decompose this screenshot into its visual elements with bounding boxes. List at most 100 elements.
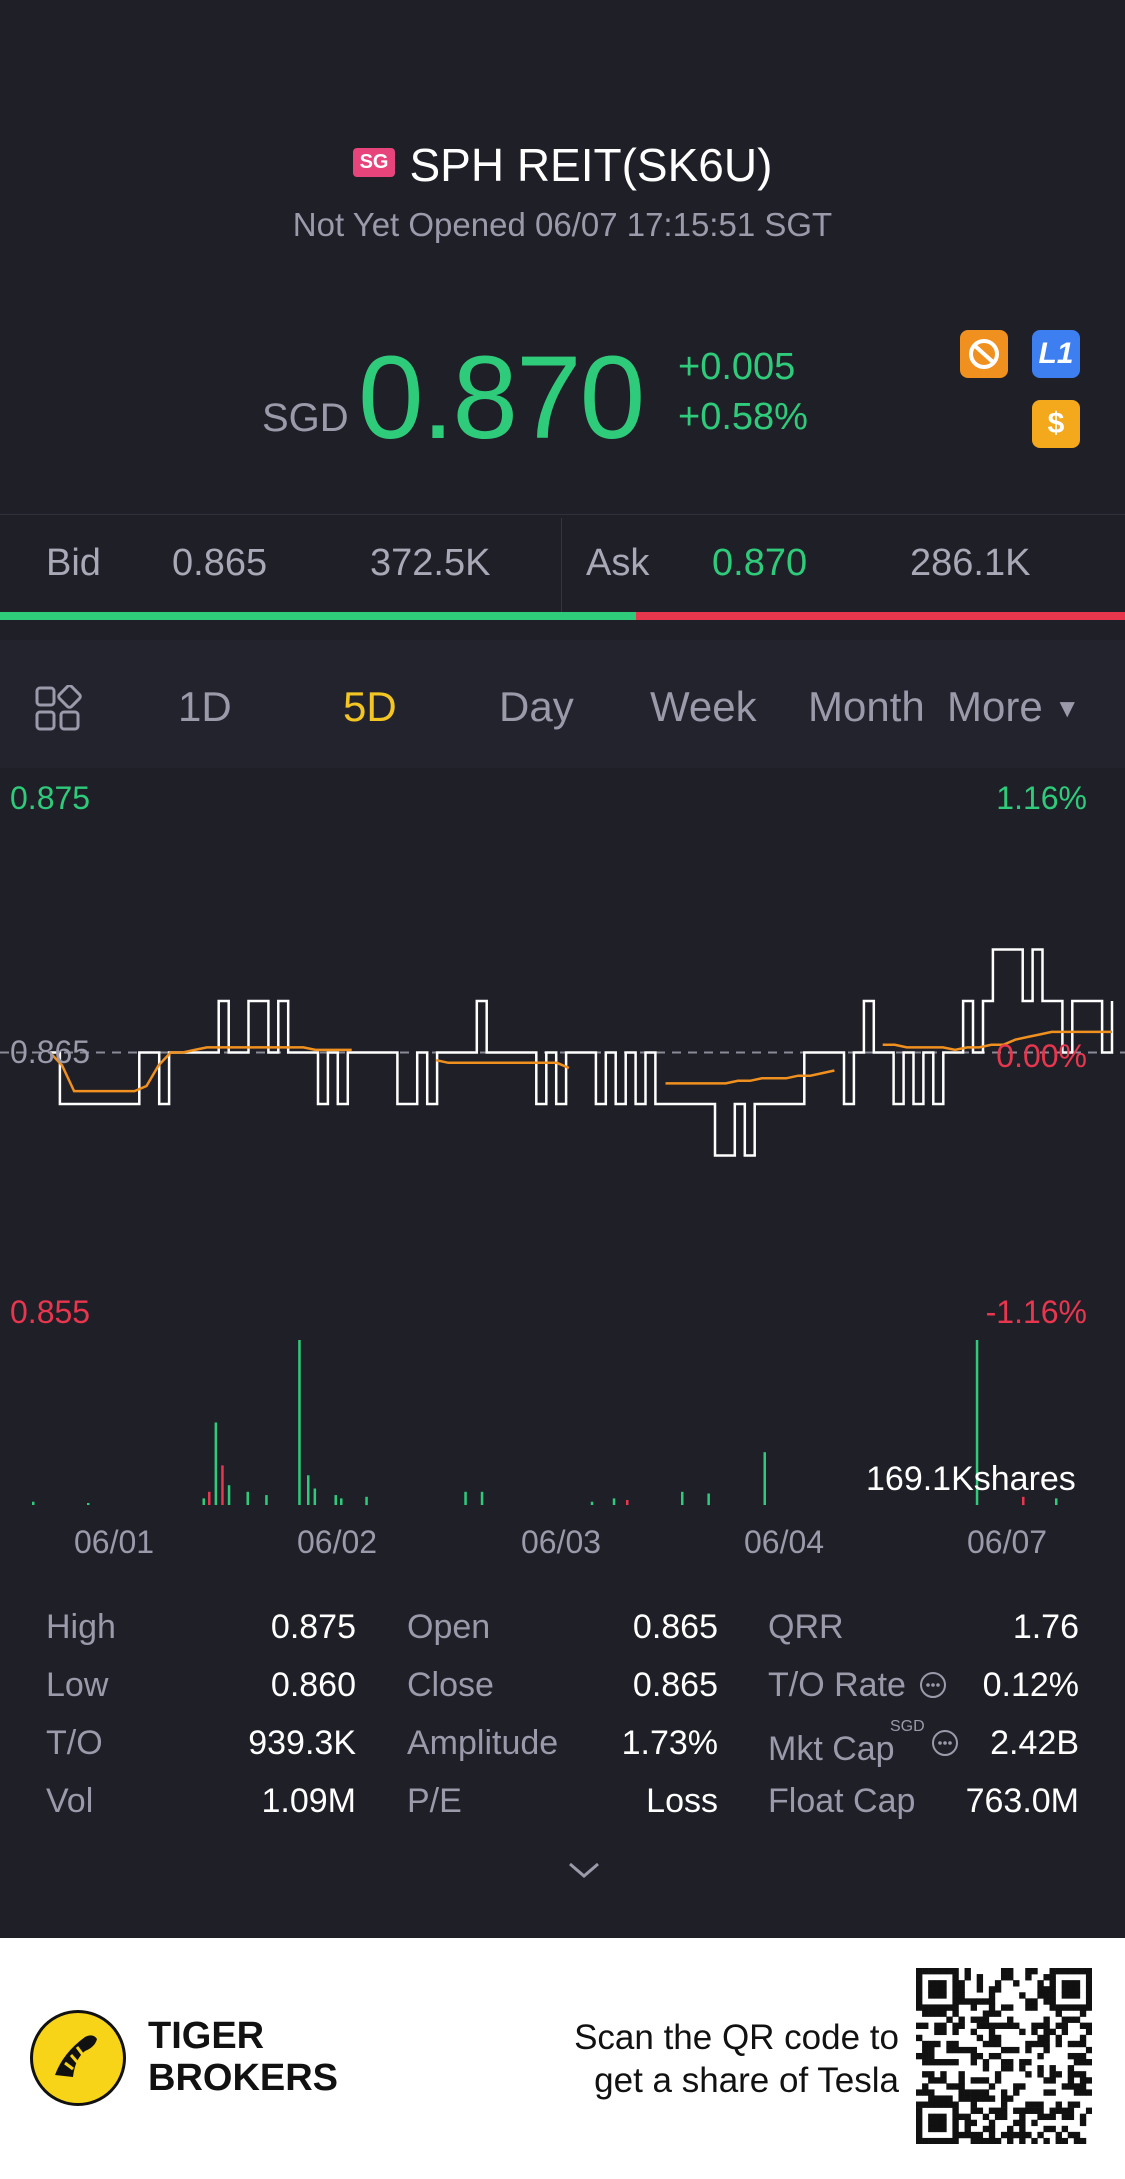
qr-module	[928, 2095, 935, 2102]
stat-value-turnover: 939.3K	[248, 1724, 356, 1762]
volume-bar	[975, 1340, 979, 1505]
ask-size: 286.1K	[910, 542, 1031, 584]
qr-module	[988, 2107, 996, 2114]
qr-module	[1079, 2083, 1087, 2090]
qr-module	[970, 2028, 977, 2036]
qr-module	[970, 2101, 977, 2108]
qr-module	[1043, 1998, 1050, 2005]
qr-module	[1007, 2125, 1014, 2133]
qr-module	[1067, 2107, 1075, 2114]
mkt-cap-info-icon[interactable]	[930, 1728, 960, 1763]
qr-module	[1019, 2113, 1026, 2121]
volume-bar	[221, 1465, 224, 1505]
tab-month[interactable]: Month	[808, 683, 925, 730]
price-change: +0.005	[678, 346, 796, 388]
qr-module	[922, 2040, 929, 2048]
qr-module	[958, 2016, 965, 2023]
qr-module	[988, 2083, 996, 2090]
layout-grid-icon[interactable]	[34, 684, 82, 738]
qr-module	[916, 1992, 923, 1999]
qr-module	[1079, 2119, 1087, 2127]
qr-module	[1025, 2071, 1032, 2078]
tab-more[interactable]: More ▼	[947, 683, 1080, 731]
qr-module	[1043, 2077, 1050, 2084]
market-badge: SG	[352, 148, 396, 178]
qr-module	[1055, 2040, 1062, 2048]
qr-module	[1031, 1998, 1038, 2005]
qr-module	[1000, 1974, 1008, 1981]
tab-1d[interactable]: 1D	[178, 683, 232, 730]
qr-module	[994, 2137, 1002, 2144]
volume-bar	[1055, 1498, 1058, 1505]
info-dots-glyph	[932, 1730, 958, 1756]
stat-label-float-cap: Float Cap	[768, 1782, 916, 1820]
qr-module	[1067, 2065, 1075, 2072]
qr-module	[940, 2028, 947, 2036]
qr-module	[970, 2089, 977, 2096]
qr-module	[940, 1992, 947, 1999]
to-rate-info-icon[interactable]	[918, 1670, 948, 1705]
qr-module	[1049, 2125, 1056, 2133]
qr-module	[922, 2101, 929, 2108]
qr-module	[1000, 2065, 1008, 2072]
qr-module	[1061, 2137, 1069, 2144]
qr-module	[976, 2095, 984, 2102]
qr-module	[1067, 1986, 1075, 1993]
bid-size: 372.5K	[370, 542, 491, 584]
qr-module	[1055, 2071, 1062, 2078]
qr-module	[1037, 2040, 1044, 2048]
volume-bar	[202, 1498, 205, 1505]
qr-module	[1037, 2034, 1044, 2042]
price-chart[interactable]	[0, 770, 1125, 1530]
info-dots-glyph	[920, 1672, 946, 1698]
no-short-glyph	[969, 339, 999, 369]
qr-module	[1043, 2113, 1050, 2121]
currency-label: SGD	[262, 396, 349, 440]
qr-module	[1055, 2010, 1062, 2017]
qr-module	[1085, 2028, 1092, 2036]
qr-module	[970, 2107, 977, 2114]
bid-ask-bar	[0, 514, 1125, 624]
stat-label-turnover: T/O	[46, 1724, 103, 1762]
qr-module	[1000, 2089, 1008, 2096]
qr-module	[916, 1998, 923, 2005]
volume-bar	[612, 1498, 616, 1505]
qr-module	[952, 1968, 959, 1975]
y-label-mid-price: 0.865	[10, 1034, 91, 1070]
qr-module	[988, 2125, 996, 2133]
volume-bar	[590, 1501, 594, 1505]
qr-module	[940, 2095, 947, 2102]
level1-icon[interactable]: L1	[1032, 330, 1080, 378]
qr-module	[928, 2113, 935, 2121]
dollar-icon[interactable]: $	[1032, 400, 1080, 448]
qr-module	[988, 1986, 996, 1993]
qr-module	[1025, 1998, 1032, 2005]
tab-5d[interactable]: 5D	[343, 683, 397, 730]
qr-module	[1037, 2022, 1044, 2029]
qr-module	[964, 2089, 971, 2096]
qr-module	[1085, 1986, 1092, 1993]
qr-module	[928, 2052, 935, 2060]
tab-week[interactable]: Week	[650, 683, 757, 730]
tab-day[interactable]: Day	[499, 683, 574, 730]
qr-module	[946, 2095, 953, 2102]
qr-code[interactable]	[916, 1968, 1092, 2144]
qr-module	[1007, 2004, 1014, 2011]
qr-module	[1085, 2107, 1092, 2114]
qr-module	[964, 1998, 971, 2005]
qr-module	[934, 2022, 941, 2029]
volume-bar	[365, 1496, 368, 1506]
qr-module	[1085, 1980, 1092, 1987]
expand-chevron-icon[interactable]	[566, 1858, 602, 1887]
stat-label-volume: Vol	[46, 1782, 94, 1820]
qr-module	[958, 2046, 965, 2054]
qr-module	[940, 1980, 947, 1987]
qr-module	[952, 1992, 959, 1999]
stat-label-low: Low	[46, 1666, 109, 1704]
qr-module	[982, 2040, 990, 2048]
qr-module	[1019, 2065, 1026, 2072]
qr-module	[1025, 1974, 1032, 1981]
no-short-icon[interactable]	[960, 330, 1008, 378]
qr-module	[934, 1968, 941, 1975]
qr-module	[1043, 2016, 1050, 2023]
